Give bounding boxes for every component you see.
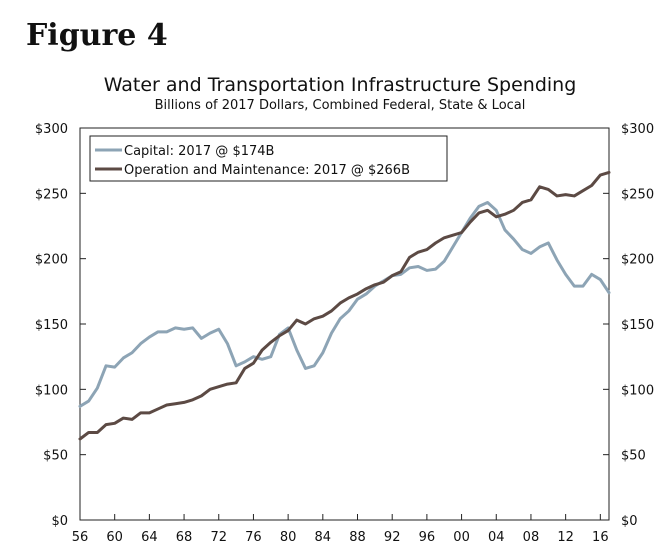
x-tick-label: 12 [557,530,574,545]
x-tick-label: 64 [141,530,158,545]
y-tick-label-left: $0 [51,514,68,529]
y-tick-label-right: $100 [621,383,654,398]
legend-label-capital: Capital: 2017 @ $174B [124,144,274,159]
y-tick-label-right: $250 [621,187,654,202]
chart-title: Water and Transportation Infrastructure … [103,74,577,96]
y-axis-left: $0 $50 $100 $150 $200 $250 $300 [35,122,86,529]
y-tick-label-left: $50 [43,449,68,464]
x-tick-label: 72 [210,530,227,545]
series-line-om [78,170,611,441]
y-tick-label-left: $150 [35,318,68,333]
legend-box [89,135,448,182]
x-tick-label: 68 [176,530,193,545]
y-tick-label-left: $300 [35,122,68,137]
y-axis-right: $0 $50 $100 $150 $200 $250 $300 [603,122,654,529]
figure-label: Figure 4 [26,18,168,53]
x-tick-label: 84 [315,530,332,545]
x-tick-label: 96 [419,530,436,545]
series-layer [78,170,611,441]
y-tick-label-right: $200 [621,253,654,268]
x-tick-label: 80 [280,530,297,545]
x-tick-label: 00 [453,530,470,545]
x-tick-label: 88 [349,530,366,545]
legend: Capital: 2017 @ $174B Operation and Main… [89,135,448,182]
y-tick-label-right: $0 [621,514,638,529]
x-axis: 56 60 64 68 72 76 80 84 88 92 96 00 04 08 12 16 [72,514,609,545]
legend-label-om: Operation and Maintenance: 2017 @ $266B [124,163,410,178]
plot-area [79,127,610,521]
chart-subtitle: Billions of 2017 Dollars, Combined Feder… [154,98,526,113]
x-tick-label: 76 [245,530,262,545]
x-tick-label: 04 [488,530,505,545]
y-tick-label-left: $100 [35,383,68,398]
series-line-capital [78,200,611,408]
y-tick-label-right: $300 [621,122,654,137]
x-tick-label: 16 [592,530,609,545]
x-tick-label: 60 [106,530,123,545]
x-tick-label: 56 [72,530,89,545]
x-tick-label: 08 [523,530,540,545]
y-tick-label-left: $250 [35,187,68,202]
y-tick-label-right: $150 [621,318,654,333]
x-tick-label: 92 [384,530,401,545]
y-tick-label-left: $200 [35,253,68,268]
y-tick-label-right: $50 [621,449,646,464]
